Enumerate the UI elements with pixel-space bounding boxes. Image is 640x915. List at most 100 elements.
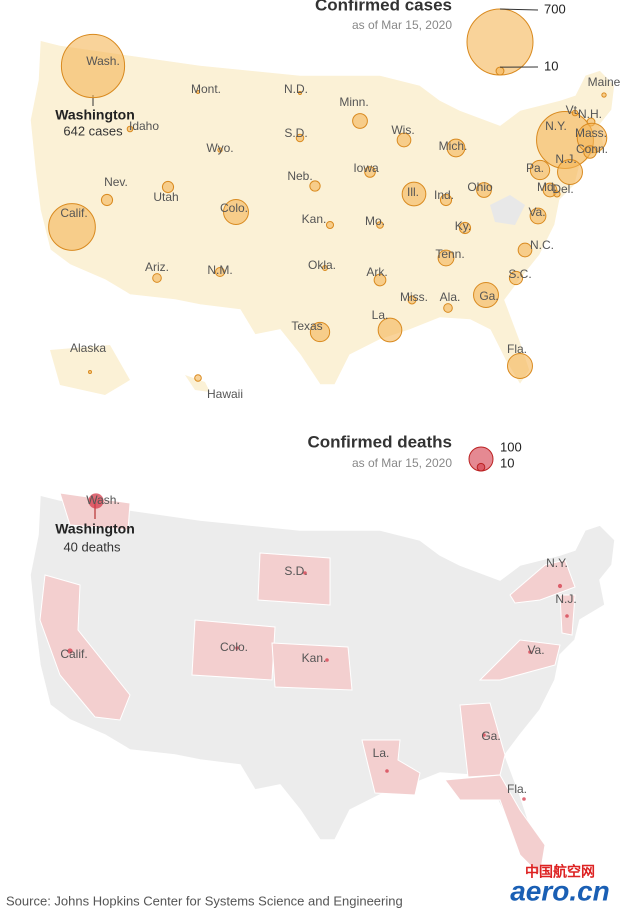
case-bubble: [529, 159, 551, 181]
state-label: Alaska: [70, 341, 106, 355]
case-bubble: [364, 166, 376, 178]
case-bubble: [88, 370, 92, 374]
state-label: Ind.: [434, 188, 454, 202]
case-bubble: [476, 182, 492, 198]
legend-bubble: [495, 66, 505, 76]
case-bubble: [223, 199, 249, 225]
case-bubble: [309, 321, 331, 343]
state-label: Utah: [153, 190, 178, 204]
case-bubble: [48, 203, 96, 251]
state-label: Ill.: [407, 185, 419, 199]
case-bubble: [473, 282, 499, 308]
case-bubble: [542, 182, 558, 198]
death-dot: [528, 650, 532, 654]
case-bubble: [298, 91, 302, 95]
state-label: S.D.: [284, 564, 307, 578]
state-label: Kan.: [302, 651, 327, 665]
case-bubble: [322, 265, 328, 271]
callout-text: 642 cases: [63, 123, 123, 138]
state-label: Colo.: [220, 201, 248, 215]
state-label: La.: [373, 746, 390, 760]
state-label: Ga.: [479, 289, 498, 303]
case-bubble: [377, 317, 403, 343]
case-bubble: [161, 180, 175, 194]
state-label: Idaho: [129, 119, 159, 133]
case-bubble: [60, 33, 126, 99]
state-label: N.C.: [530, 238, 554, 252]
state-label: Calif.: [60, 647, 87, 661]
legend-label: 700: [544, 1, 566, 16]
state-label: Mont.: [191, 82, 221, 96]
legend-label: 10: [544, 58, 558, 73]
state-label: Iowa: [353, 161, 379, 175]
state-label: Nev.: [104, 175, 128, 189]
state-label: La.: [372, 308, 389, 322]
state-label: Fla.: [507, 782, 527, 796]
case-bubble: [439, 193, 453, 207]
state-label: Del.: [552, 182, 573, 196]
state-label: Ky.: [455, 219, 471, 233]
state-label: N.J.: [555, 592, 576, 606]
case-bubble: [529, 207, 547, 225]
case-bubble: [373, 273, 387, 287]
state-label: Va.: [527, 643, 544, 657]
state-label: Miss.: [400, 290, 428, 304]
state-label: Maine: [588, 75, 621, 89]
state-label: Ala.: [440, 290, 461, 304]
state-label: Calif.: [60, 206, 87, 220]
death-dot: [385, 769, 389, 773]
state-label: N.J.: [555, 152, 576, 166]
lake: [490, 195, 525, 225]
state-label: Pa.: [526, 161, 544, 175]
callout-state: Washington: [55, 107, 135, 123]
state-label: Mass.: [575, 126, 607, 140]
shaded-states: [39, 492, 576, 877]
case-bubble: [196, 90, 200, 94]
state-label: Colo.: [220, 640, 248, 654]
deaths-subtitle: as of Mar 15, 2020: [352, 456, 452, 470]
state-label: Texas: [291, 319, 322, 333]
case-bubble: [325, 220, 335, 230]
death-dot: [565, 614, 569, 618]
watermark-cn: 中国航空网: [525, 864, 595, 880]
case-bubble: [126, 125, 134, 133]
deaths-title: Confirmed deaths: [307, 432, 452, 451]
hawaii-shape: [185, 375, 210, 392]
death-dot: [482, 733, 486, 737]
cases-title: Confirmed cases: [315, 0, 452, 14]
case-bubble: [396, 132, 412, 148]
state-label: Hawaii: [207, 387, 243, 401]
state-label: Vt.: [566, 103, 581, 117]
case-bubble: [407, 295, 417, 305]
callout-state: Washington: [55, 521, 135, 537]
state-label: Md.: [537, 180, 557, 194]
case-bubble: [152, 273, 162, 283]
death-dot: [303, 571, 307, 575]
state-label: Wash.: [86, 54, 120, 68]
death-dot: [522, 797, 526, 801]
state-label: Ohio: [467, 180, 493, 194]
state-label: Mo.: [365, 214, 385, 228]
state-label: Minn.: [339, 95, 368, 109]
case-bubble: [295, 133, 305, 143]
case-bubble: [352, 113, 368, 129]
state-label: Neb.: [287, 169, 312, 183]
case-bubble: [571, 109, 579, 117]
case-bubble: [557, 159, 583, 185]
state-label: S.D.: [284, 126, 307, 140]
death-dot: [557, 583, 563, 589]
state-label: Tenn.: [435, 247, 464, 261]
death-dot: [325, 658, 329, 662]
case-bubble: [401, 181, 427, 207]
case-bubble: [458, 221, 472, 235]
legend-label: 10: [500, 455, 514, 470]
legend-label: 100: [500, 439, 522, 454]
case-bubble: [507, 353, 533, 379]
state-label: Wyo.: [206, 141, 233, 155]
case-bubble: [215, 267, 225, 277]
death-dot: [88, 493, 104, 509]
state-label: Ark.: [366, 265, 387, 279]
case-bubble: [508, 270, 524, 286]
cases-map: Confirmed cases as of Mar 15, 2020 Washi…: [29, 0, 621, 401]
